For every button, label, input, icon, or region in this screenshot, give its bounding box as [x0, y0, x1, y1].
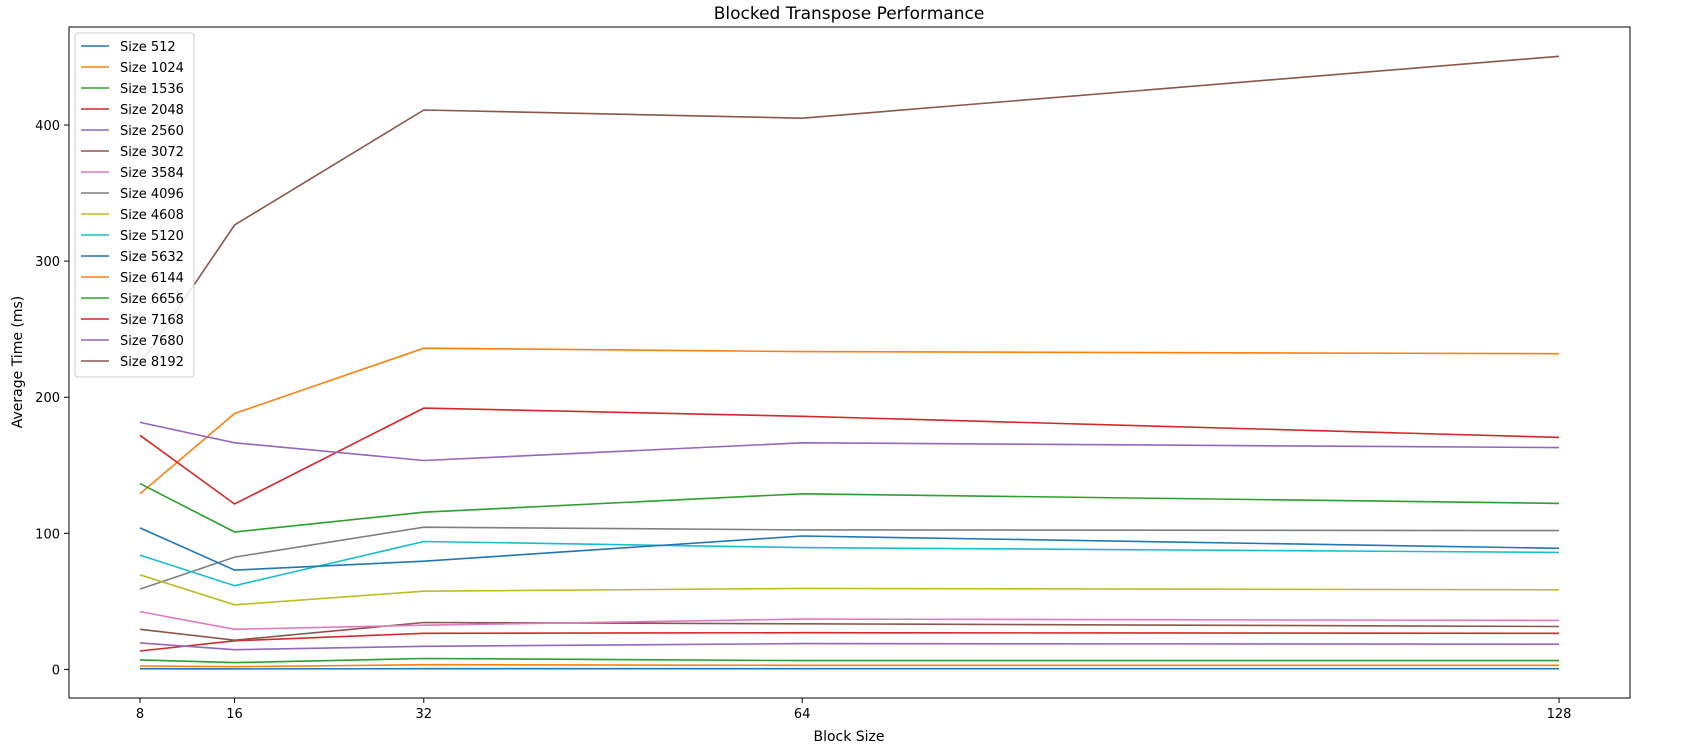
legend-label: Size 5632 — [120, 250, 184, 265]
legend-item: Size 1024 — [81, 61, 184, 76]
series-line-size-1536 — [139, 657, 1559, 664]
legend-item: Size 6656 — [81, 292, 184, 307]
legend-item: Size 3584 — [81, 166, 184, 181]
legend-label: Size 4608 — [120, 208, 184, 223]
legend-item: Size 5632 — [81, 250, 184, 265]
x-tick-label: 16 — [226, 707, 243, 722]
legend-label: Size 4096 — [120, 187, 184, 202]
legend-item: Size 6144 — [81, 271, 184, 286]
legend-label: Size 2560 — [120, 124, 184, 139]
legend-item: Size 5120 — [81, 229, 184, 244]
legend-item: Size 4096 — [81, 187, 184, 202]
series-line-size-7168 — [139, 407, 1560, 505]
series-line-size-2048 — [139, 631, 1560, 652]
legend-label: Size 3072 — [120, 145, 184, 160]
legend-label: Size 6144 — [120, 271, 184, 286]
legend-label: Size 1024 — [120, 61, 184, 76]
y-axis-ticks: 0 100 200 300 400 — [35, 119, 69, 678]
plot-frame — [68, 26, 1631, 699]
legend-label: Size 2048 — [120, 103, 184, 118]
legend-label: Size 5120 — [120, 229, 184, 244]
y-tick-label: 300 — [35, 255, 60, 270]
x-tick-label: 64 — [794, 707, 811, 722]
legend-label: Size 7168 — [120, 313, 184, 328]
y-tick-label: 100 — [35, 527, 60, 542]
x-axis-label: Block Size — [813, 729, 884, 745]
legend-label: Size 512 — [120, 40, 176, 55]
legend-label: Size 3584 — [120, 166, 184, 181]
legend-label: Size 7680 — [120, 334, 184, 349]
legend-item: Size 7168 — [81, 313, 184, 328]
legend-label: Size 8192 — [120, 355, 184, 370]
series-line-size-1024 — [139, 663, 1559, 668]
plot-lines — [139, 55, 1560, 670]
legend-item: Size 4608 — [81, 208, 184, 223]
series-line-size-4608 — [139, 574, 1560, 606]
series-line-size-8192 — [139, 55, 1560, 365]
y-axis-label: Average Time (ms) — [10, 296, 26, 429]
legend-label: Size 1536 — [120, 82, 184, 97]
series-line-size-5120 — [139, 540, 1560, 587]
legend-item: Size 3072 — [81, 145, 184, 160]
series-line-size-3584 — [139, 610, 1560, 631]
y-tick-label: 400 — [35, 119, 60, 134]
series-line-size-6144 — [139, 347, 1560, 495]
series-line-size-6656 — [139, 482, 1560, 533]
x-tick-label: 32 — [415, 707, 432, 722]
x-tick-label: 128 — [1547, 707, 1572, 722]
y-tick-label: 0 — [52, 663, 60, 678]
legend-item: Size 8192 — [81, 355, 184, 370]
x-tick-label: 8 — [136, 707, 144, 722]
legend-item: Size 7680 — [81, 334, 184, 349]
legend-item: Size 512 — [81, 40, 176, 55]
chart-title: Blocked Transpose Performance — [714, 4, 985, 24]
legend-box — [74, 32, 195, 378]
series-line-size-4096 — [139, 526, 1560, 590]
series-line-size-7680 — [139, 421, 1560, 462]
legend-item: Size 2560 — [81, 124, 184, 139]
series-line-size-2560 — [139, 642, 1560, 651]
legend: Size 512 Size 1024 Size 1536 Size 2048 Size … — [74, 32, 195, 378]
series-line-size-3072 — [139, 621, 1560, 642]
series-line-size-5632 — [139, 527, 1560, 571]
legend-label: Size 6656 — [120, 292, 184, 307]
x-axis-ticks: 8 16 32 64 128 — [136, 698, 1572, 722]
legend-item: Size 1536 — [81, 82, 184, 97]
legend-item: Size 2048 — [81, 103, 184, 118]
y-tick-label: 200 — [35, 391, 60, 406]
